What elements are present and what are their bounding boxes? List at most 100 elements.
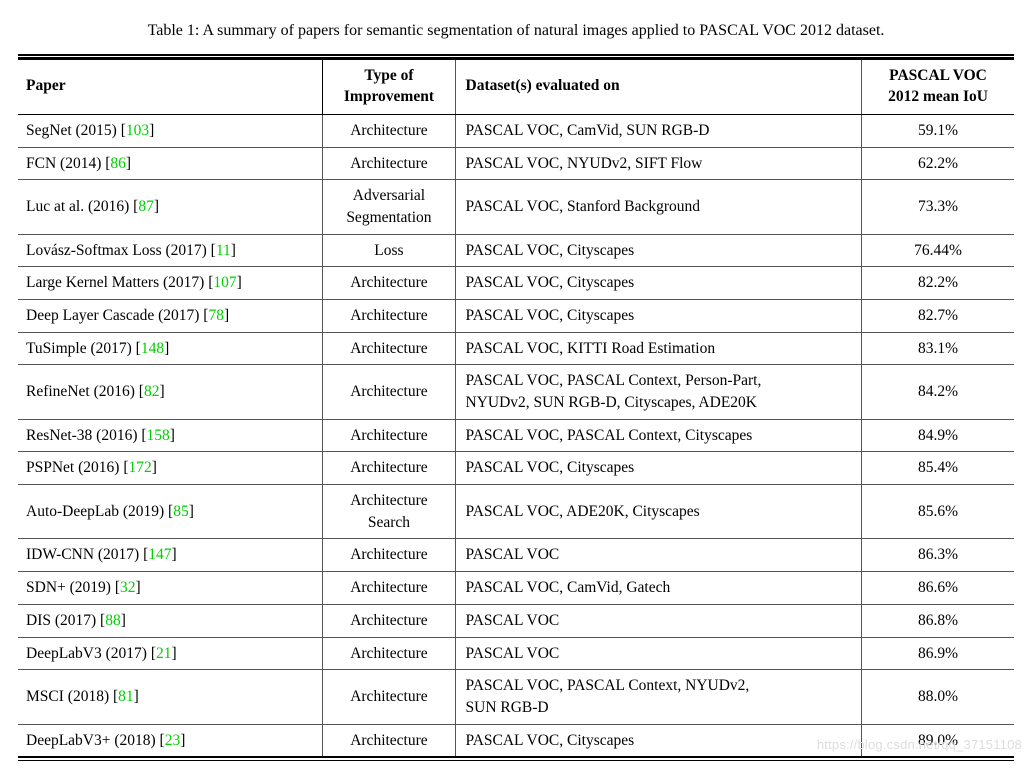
cell-iou: 59.1% [862,114,1014,147]
cell-iou: 82.2% [862,267,1014,300]
cell-type: Architecture [323,637,455,670]
citation-link[interactable]: 103 [126,122,149,139]
citation-link[interactable]: 148 [141,340,164,357]
cell-datasets: PASCAL VOC, PASCAL Context, Cityscapes [455,419,862,452]
cell-iou: 86.3% [862,539,1014,572]
table-row: DeepLabV3+ (2018) [23]ArchitecturePASCAL… [18,724,1014,757]
citation-link[interactable]: 86 [110,155,126,172]
cell-iou: 85.4% [862,452,1014,485]
cell-paper: Auto-DeepLab (2019) [85] [18,485,323,539]
table-row: DeepLabV3 (2017) [21]ArchitecturePASCAL … [18,637,1014,670]
cell-iou: 86.6% [862,572,1014,605]
cell-iou: 82.7% [862,299,1014,332]
cell-type: Adversarial Segmentation [323,180,455,234]
cell-datasets: PASCAL VOC, Cityscapes [455,299,862,332]
citation-link[interactable]: 172 [128,459,151,476]
cell-type: Loss [323,234,455,267]
table-row: SDN+ (2019) [32]ArchitecturePASCAL VOC, … [18,572,1014,605]
cell-paper: MSCI (2018) [81] [18,670,323,724]
cell-iou: 76.44% [862,234,1014,267]
cell-datasets: PASCAL VOC, Cityscapes [455,452,862,485]
cell-type: Architecture [323,539,455,572]
cell-paper: RefineNet (2016) [82] [18,365,323,419]
cell-iou: 73.3% [862,180,1014,234]
table-row: Lovász-Softmax Loss (2017) [11]LossPASCA… [18,234,1014,267]
citation-link[interactable]: 21 [156,645,172,662]
cell-paper: ResNet-38 (2016) [158] [18,419,323,452]
cell-type: Architecture [323,365,455,419]
cell-paper: PSPNet (2016) [172] [18,452,323,485]
table-caption: Table 1: A summary of papers for semanti… [18,22,1014,40]
citation-link[interactable]: 23 [165,732,181,749]
cell-paper: DIS (2017) [88] [18,604,323,637]
cell-datasets: PASCAL VOC [455,539,862,572]
cell-paper: DeepLabV3+ (2018) [23] [18,724,323,757]
cell-paper: Luc at al. (2016) [87] [18,180,323,234]
cell-datasets: PASCAL VOC, CamVid, Gatech [455,572,862,605]
cell-type: Architecture [323,724,455,757]
cell-iou: 89.0% [862,724,1014,757]
cell-type: Architecture [323,267,455,300]
cell-datasets: PASCAL VOC, PASCAL Context, Person-Part,… [455,365,862,419]
cell-iou: 84.2% [862,365,1014,419]
citation-link[interactable]: 147 [148,546,171,563]
cell-datasets: PASCAL VOC, CamVid, SUN RGB-D [455,114,862,147]
cell-datasets: PASCAL VOC, ADE20K, Cityscapes [455,485,862,539]
table-row: ResNet-38 (2016) [158]ArchitecturePASCAL… [18,419,1014,452]
citation-link[interactable]: 107 [213,274,236,291]
col-header-data: Dataset(s) evaluated on [455,59,862,114]
cell-type: Architecture [323,147,455,180]
cell-type: Architecture [323,670,455,724]
cell-type: Architecture [323,572,455,605]
col-header-paper: Paper [18,59,323,114]
col-header-iou: PASCAL VOC 2012 mean IoU [862,59,1014,114]
cell-datasets: PASCAL VOC, Cityscapes [455,267,862,300]
citation-link[interactable]: 81 [118,688,134,705]
cell-paper: Lovász-Softmax Loss (2017) [11] [18,234,323,267]
cell-paper: FCN (2014) [86] [18,147,323,180]
table-row: Large Kernel Matters (2017) [107]Archite… [18,267,1014,300]
cell-paper: Deep Layer Cascade (2017) [78] [18,299,323,332]
cell-datasets: PASCAL VOC [455,637,862,670]
cell-iou: 86.9% [862,637,1014,670]
cell-type: Architecture [323,452,455,485]
table-row: TuSimple (2017) [148]ArchitecturePASCAL … [18,332,1014,365]
cell-type: Architecture [323,332,455,365]
table-row: Luc at al. (2016) [87]Adversarial Segmen… [18,180,1014,234]
table-header-row: Paper Type of Improvement Dataset(s) eva… [18,59,1014,114]
table-row: Auto-DeepLab (2019) [85]Architecture Sea… [18,485,1014,539]
citation-link[interactable]: 82 [144,383,160,400]
citation-link[interactable]: 87 [138,198,154,215]
cell-iou: 88.0% [862,670,1014,724]
cell-iou: 86.8% [862,604,1014,637]
cell-datasets: PASCAL VOC, Cityscapes [455,234,862,267]
citation-link[interactable]: 85 [173,503,189,520]
table-row: IDW-CNN (2017) [147]ArchitecturePASCAL V… [18,539,1014,572]
cell-datasets: PASCAL VOC, Stanford Background [455,180,862,234]
citation-link[interactable]: 32 [120,579,136,596]
cell-paper: TuSimple (2017) [148] [18,332,323,365]
citation-link[interactable]: 11 [216,242,231,259]
cell-paper: IDW-CNN (2017) [147] [18,539,323,572]
cell-iou: 62.2% [862,147,1014,180]
table-row: DIS (2017) [88]ArchitecturePASCAL VOC86.… [18,604,1014,637]
table-container: Paper Type of Improvement Dataset(s) eva… [18,54,1014,761]
col-header-type: Type of Improvement [323,59,455,114]
cell-datasets: PASCAL VOC [455,604,862,637]
citation-link[interactable]: 88 [105,612,121,629]
citation-link[interactable]: 158 [147,427,170,444]
cell-datasets: PASCAL VOC, PASCAL Context, NYUDv2, SUN … [455,670,862,724]
cell-paper: SDN+ (2019) [32] [18,572,323,605]
cell-datasets: PASCAL VOC, KITTI Road Estimation [455,332,862,365]
table-row: MSCI (2018) [81]ArchitecturePASCAL VOC, … [18,670,1014,724]
table-row: FCN (2014) [86]ArchitecturePASCAL VOC, N… [18,147,1014,180]
cell-iou: 84.9% [862,419,1014,452]
results-table: Paper Type of Improvement Dataset(s) eva… [18,58,1014,758]
cell-type: Architecture [323,419,455,452]
cell-type: Architecture [323,299,455,332]
cell-type: Architecture [323,604,455,637]
cell-iou: 85.6% [862,485,1014,539]
citation-link[interactable]: 78 [208,307,224,324]
cell-iou: 83.1% [862,332,1014,365]
cell-paper: SegNet (2015) [103] [18,114,323,147]
